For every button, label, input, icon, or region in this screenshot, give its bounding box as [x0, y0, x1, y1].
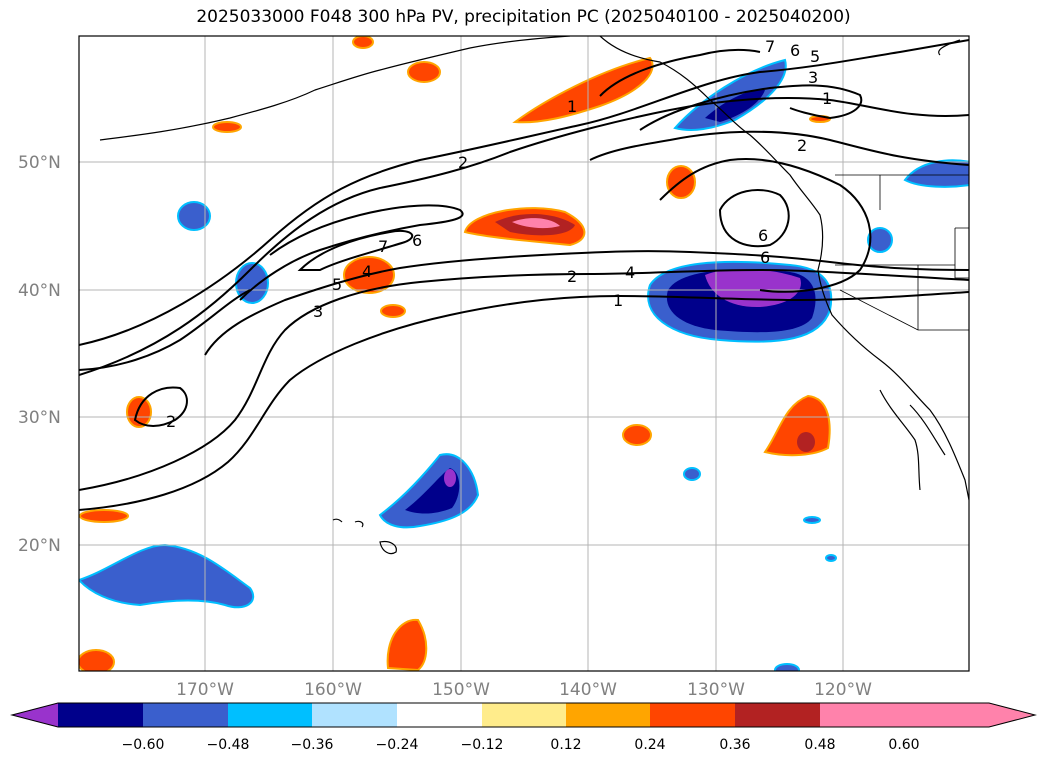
colorbar-tick-label: 0.36 [719, 737, 751, 753]
lon-label: 150°W [432, 680, 490, 700]
contour-label: 7 [378, 237, 388, 256]
precip-negative-area [177, 201, 211, 231]
contour-label: 2 [797, 136, 807, 155]
contour-label: 5 [810, 47, 820, 66]
precip-positive-area [512, 56, 654, 124]
lon-label: 130°W [687, 680, 745, 700]
contour-label: 6 [760, 248, 770, 267]
colorbar-segment [143, 703, 228, 727]
contour-label: 6 [412, 231, 422, 250]
colorbar-segment [58, 703, 143, 727]
colorbar-extend-max [989, 703, 1035, 727]
lat-label: 50°N [18, 153, 61, 173]
colorbar-segment [904, 703, 989, 727]
contour-label: 2 [567, 267, 577, 286]
contour-label: 1 [822, 89, 832, 108]
lon-label: 160°W [304, 680, 362, 700]
colorbar-tick-label: −0.60 [121, 737, 165, 753]
contour-label: 7 [765, 37, 775, 56]
colorbar-segment [228, 703, 312, 727]
colorbar-tick-label: −0.12 [460, 737, 504, 753]
contour-label: 1 [567, 97, 577, 116]
colorbar-segment [735, 703, 820, 727]
lat-label: 40°N [18, 281, 61, 301]
contour-label: 1 [613, 291, 623, 310]
colorbar-extend-min [12, 703, 58, 727]
lon-label: 120°W [814, 680, 872, 700]
colorbar-segment [482, 703, 566, 727]
colorbar-tick-label: 0.48 [804, 737, 836, 753]
colorbar-tick-label: 0.60 [888, 737, 920, 753]
colorbar-segment [312, 703, 397, 727]
lon-label: 140°W [559, 680, 617, 700]
contour-label: 3 [313, 302, 323, 321]
contour-label: 6 [790, 41, 800, 60]
colorbar-tick-label: −0.48 [206, 737, 250, 753]
contour-label: 2 [166, 412, 176, 431]
colorbar-segment [820, 703, 904, 727]
colorbar-segment [566, 703, 650, 727]
pv-contours [79, 39, 969, 511]
lat-label: 20°N [18, 536, 61, 556]
contour-label: 6 [758, 226, 768, 245]
lon-label: 170°W [176, 680, 234, 700]
colorbar-tick-label: 0.24 [634, 737, 666, 753]
colorbar-segment [397, 703, 482, 727]
map-frame [78, 35, 970, 672]
colorbar-segment [650, 703, 735, 727]
contour-label: 5 [332, 275, 342, 294]
colorbar-tick-label: −0.24 [375, 737, 419, 753]
colorbar-tick-label: 0.12 [550, 737, 582, 753]
contour-label: 4 [362, 262, 372, 281]
precipitation-field [79, 36, 969, 671]
precip-negative-area [79, 543, 255, 609]
coastlines [99, 36, 969, 555]
contour-label: 3 [808, 68, 818, 87]
contour-label: 4 [625, 263, 635, 282]
lat-label: 30°N [18, 408, 61, 428]
map-title: 2025033000 F048 300 hPa PV, precipitatio… [196, 7, 851, 27]
contour-label: 2 [458, 153, 468, 172]
colorbar-tick-label: −0.36 [290, 737, 334, 753]
